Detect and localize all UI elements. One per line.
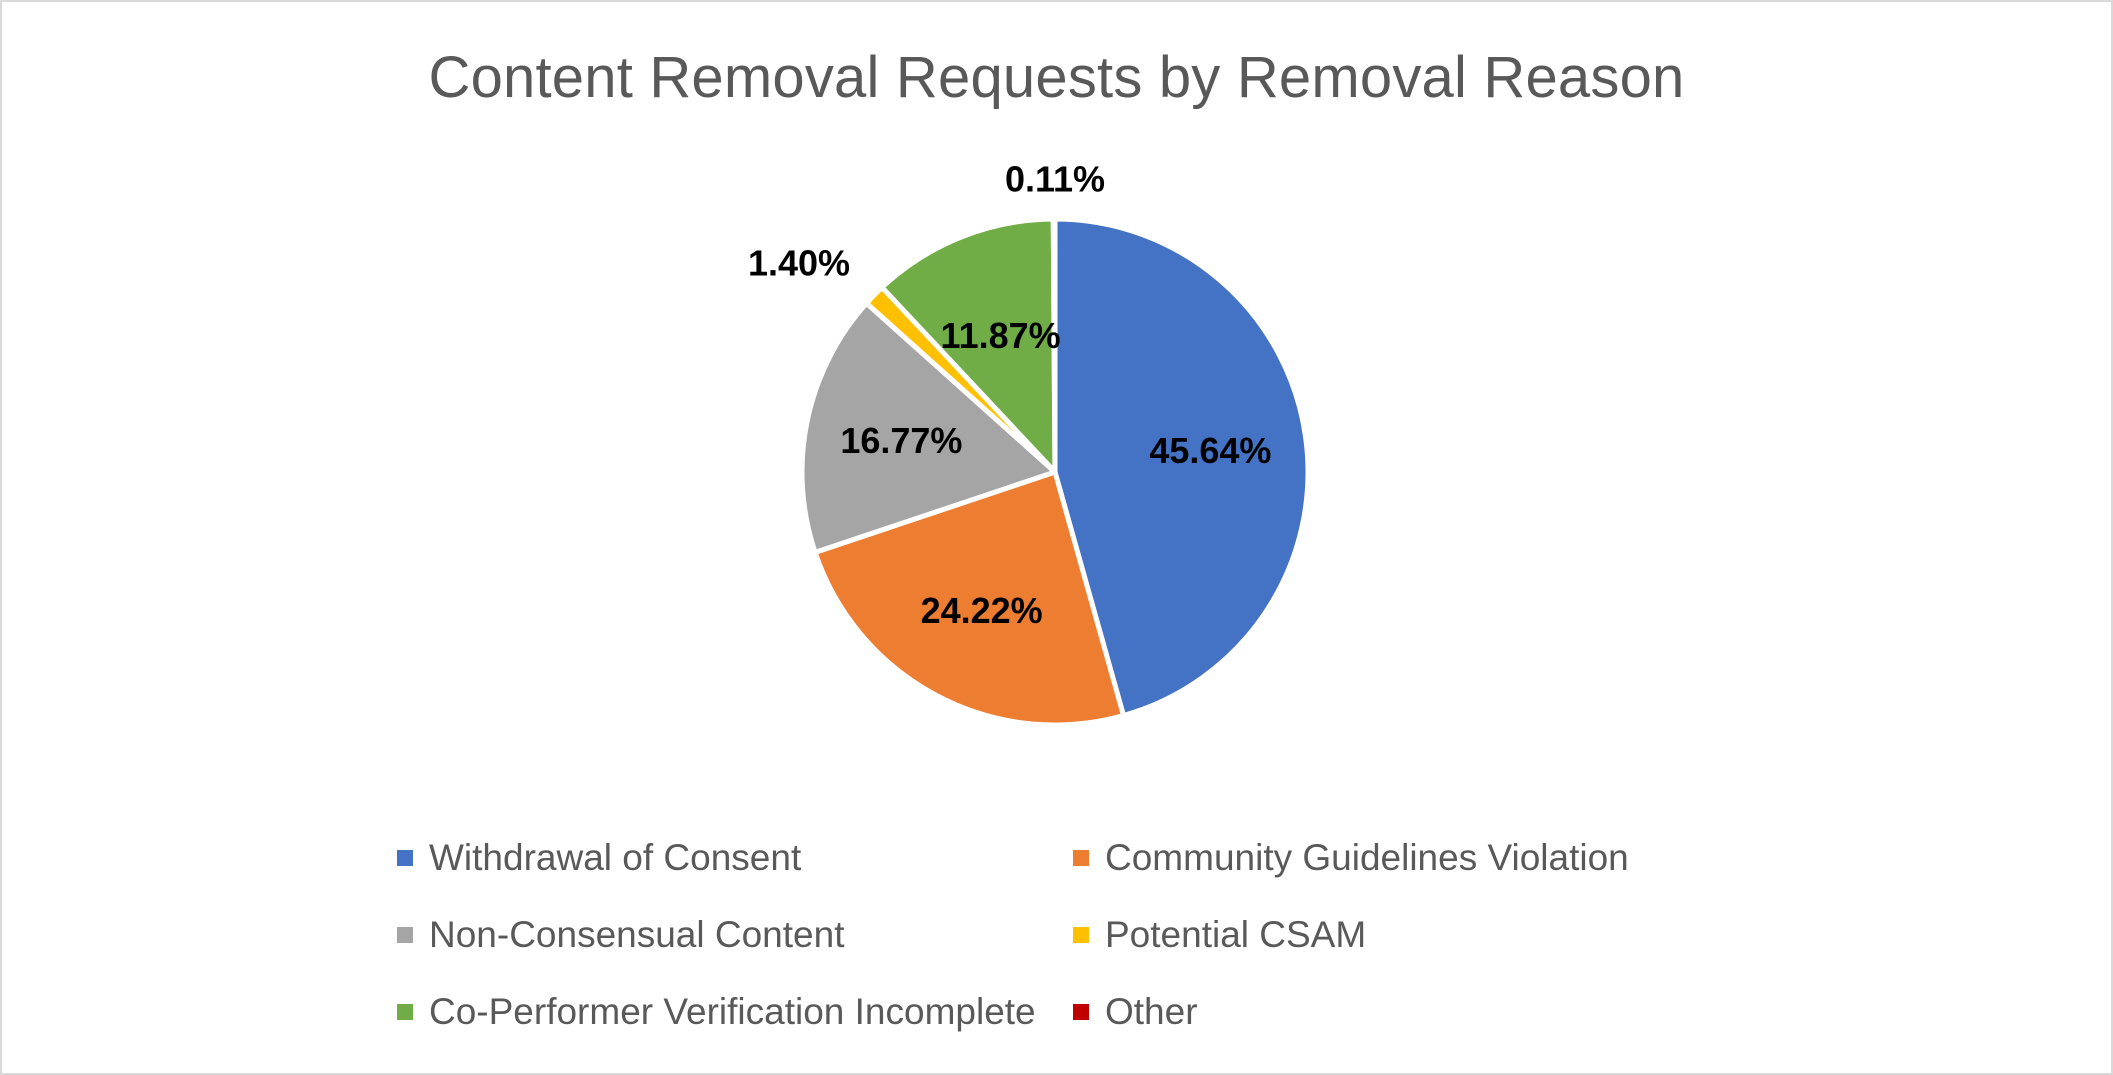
legend-label: Non-Consensual Content bbox=[429, 914, 845, 955]
data-label-non-consensual-content: 16.77% bbox=[840, 420, 962, 461]
legend-label: Potential CSAM bbox=[1105, 914, 1367, 955]
legend-item-other: Other bbox=[1073, 986, 1198, 1038]
legend-swatch bbox=[397, 927, 413, 943]
data-label-other: 0.11% bbox=[1005, 159, 1105, 200]
legend-item-community-guidelines-violation: Community Guidelines Violation bbox=[1073, 832, 1629, 884]
legend-swatch bbox=[1073, 927, 1089, 943]
legend-label: Other bbox=[1105, 991, 1198, 1032]
pie-slice-community-guidelines-violation bbox=[812, 469, 1127, 728]
legend-swatch bbox=[1073, 1004, 1089, 1020]
legend-label: Co-Performer Verification Incomplete bbox=[429, 991, 1036, 1032]
pie-slice-co-performer-verification-incomplete bbox=[879, 216, 1058, 475]
data-label-potential-csam: 1.40% bbox=[748, 243, 850, 284]
legend-label: Withdrawal of Consent bbox=[429, 837, 802, 878]
legend-item-non-consensual-content: Non-Consensual Content bbox=[397, 909, 844, 961]
pie-slice-non-consensual-content bbox=[799, 300, 1058, 555]
chart-title: Content Removal Requests by Removal Reas… bbox=[428, 45, 1685, 110]
legend-item-co-performer-verification-incomplete: Co-Performer Verification Incomplete bbox=[397, 986, 1036, 1038]
data-label-community-guidelines-violation: 24.22% bbox=[921, 590, 1043, 631]
legend-swatch bbox=[397, 1004, 413, 1020]
pie-slice-other bbox=[1050, 216, 1058, 475]
legend-swatch bbox=[1073, 850, 1089, 866]
data-label-co-performer-verification-incomplete: 11.87% bbox=[941, 315, 1061, 356]
pie-slice-withdrawal-of-consent bbox=[1052, 216, 1311, 719]
legend-item-potential-csam: Potential CSAM bbox=[1073, 909, 1366, 961]
data-label-withdrawal-of-consent: 45.64% bbox=[1149, 430, 1271, 471]
legend-swatch bbox=[397, 850, 413, 866]
legend-label: Community Guidelines Violation bbox=[1105, 837, 1629, 878]
legend-item-withdrawal-of-consent: Withdrawal of Consent bbox=[397, 832, 801, 884]
